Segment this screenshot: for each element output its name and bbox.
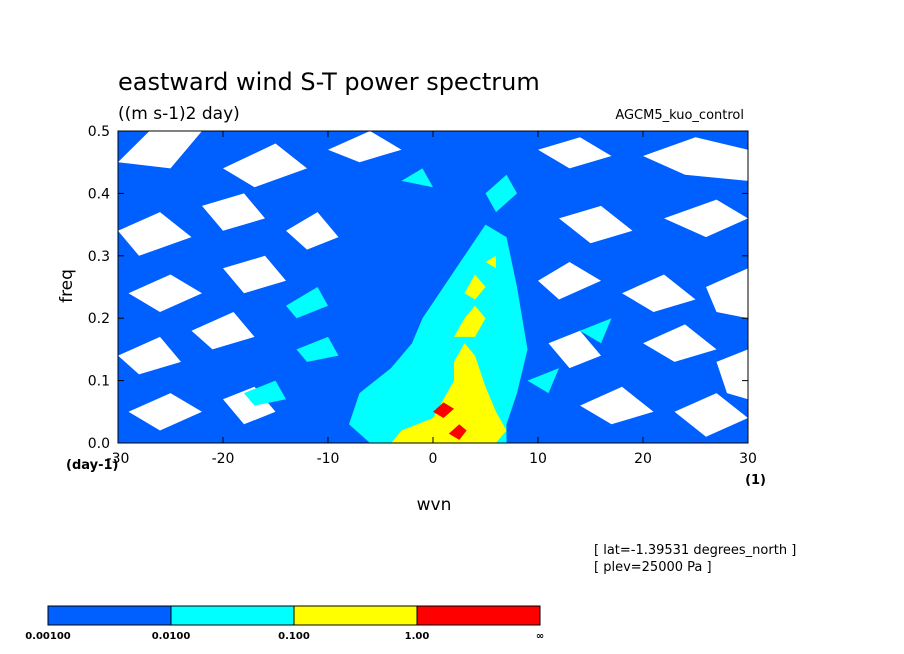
contour-region-3 <box>527 368 559 394</box>
contour-region-4 <box>580 318 612 344</box>
latitude-note: [ lat=-1.39531 degrees_north ] <box>594 543 796 558</box>
gap-area-23 <box>674 393 748 437</box>
colorbar-end-label: ∞ <box>536 631 544 642</box>
gap-area-5 <box>118 212 192 256</box>
x-tick-label: -20 <box>212 451 235 467</box>
contour-region-13 <box>448 424 467 440</box>
contour-region-9 <box>454 305 486 337</box>
gap-area-19 <box>716 349 748 400</box>
gap-area-3 <box>538 137 612 169</box>
x-tick-label: 30 <box>739 451 757 467</box>
gap-area-6 <box>202 193 265 231</box>
model-label: AGCM5_kuo_control <box>615 108 744 123</box>
colorbar-swatch-1 <box>170 605 295 626</box>
gap-area-2 <box>328 131 402 163</box>
colorbar-label: 0.100 <box>278 631 310 642</box>
contour-region-2 <box>286 287 328 319</box>
gap-area-18 <box>643 324 717 362</box>
contour-region-6 <box>485 174 517 213</box>
x-tick-label: 0 <box>429 451 438 467</box>
x-axis: -30 -20 -10 0 10 20 30 <box>107 131 757 467</box>
colorbar-label: 0.0100 <box>152 631 191 642</box>
contour-region-1 <box>296 336 339 362</box>
pressure-level-note: [ plev=25000 Pa ] <box>594 560 712 575</box>
below-threshold-areas <box>118 131 748 437</box>
gap-area-13 <box>622 274 696 312</box>
contour-region-10 <box>464 274 486 300</box>
plot-area <box>117 130 749 444</box>
y-axis-label: freq <box>57 269 77 303</box>
x-tick-label: 10 <box>529 451 547 467</box>
y-tick-label: 0.1 <box>88 374 110 390</box>
y-tick-label: 0.4 <box>88 186 110 202</box>
gap-area-11 <box>223 255 286 294</box>
x-tick-label: 20 <box>634 451 652 467</box>
contour-region-7 <box>401 168 433 188</box>
gap-area-8 <box>559 205 633 244</box>
y-unit-label: (day-1) <box>66 458 118 473</box>
gap-area-12 <box>538 262 601 300</box>
gap-area-9 <box>664 199 748 238</box>
y-tick-label: 0.2 <box>88 311 110 327</box>
colorbar-swatch-0 <box>47 605 172 626</box>
gap-area-0 <box>118 131 202 169</box>
contour-region-8 <box>391 343 507 443</box>
colorbar-swatch-2 <box>293 605 418 626</box>
y-tick-label: 0.0 <box>88 436 110 452</box>
colorbar-swatch-3 <box>416 605 541 626</box>
colorbar-label: 1.00 <box>405 631 430 642</box>
colorbar: 0.00100 0.0100 0.100 1.00 ∞ <box>25 605 544 642</box>
gap-area-10 <box>128 274 202 312</box>
contour-region-11 <box>485 255 496 269</box>
gap-area-4 <box>643 137 748 181</box>
x-tick-label: -30 <box>107 451 130 467</box>
gap-area-16 <box>191 312 255 350</box>
y-tick-label: 0.3 <box>88 249 110 265</box>
x-tick-label: -10 <box>317 451 340 467</box>
gap-area-15 <box>118 336 181 375</box>
gap-area-7 <box>286 212 339 250</box>
contour-regions <box>244 168 612 443</box>
colorbar-label: 0.00100 <box>25 631 71 642</box>
gap-area-17 <box>548 330 601 369</box>
contour-region-5 <box>244 380 286 406</box>
contour-region-12 <box>433 402 454 418</box>
x-unit-label: (1) <box>745 473 766 488</box>
x-axis-label: wvn <box>417 495 452 515</box>
chart-subtitle: ((m s-1)2 day) <box>118 104 240 124</box>
gap-area-22 <box>580 386 654 425</box>
gap-area-1 <box>223 143 307 188</box>
gap-area-14 <box>706 268 748 319</box>
y-tick-label: 0.5 <box>88 124 110 140</box>
y-axis: 0.0 0.1 0.2 0.3 0.4 0.5 <box>88 124 748 452</box>
chart-title: eastward wind S-T power spectrum <box>118 68 540 96</box>
gap-area-20 <box>128 393 202 431</box>
